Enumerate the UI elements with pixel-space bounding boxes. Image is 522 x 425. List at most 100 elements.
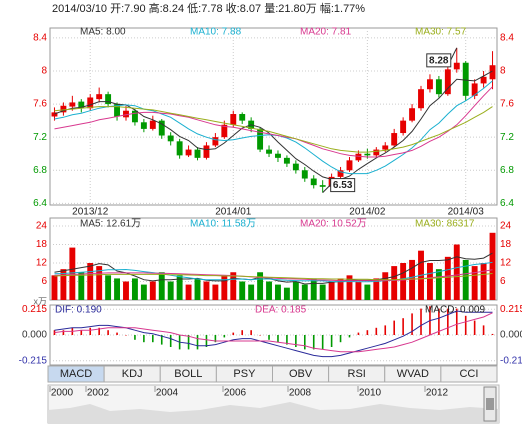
- annotation: 8.28: [429, 55, 449, 66]
- volume-bar: [275, 284, 281, 300]
- x-tick-label: 2014/01: [215, 207, 252, 218]
- macd-bar: [339, 335, 342, 343]
- candle-body: [114, 104, 121, 117]
- y-tick-label: 0.000: [22, 330, 47, 341]
- legend-entry: MA5: 8.00: [80, 27, 126, 38]
- volume-bar: [176, 275, 183, 300]
- annotation-leader: [450, 47, 458, 61]
- volume-bar: [409, 259, 416, 300]
- macd-bar: [473, 320, 476, 335]
- timeline-label: 2006: [224, 388, 247, 399]
- tab-label[interactable]: CCI: [459, 368, 478, 380]
- volume-bar: [239, 281, 246, 300]
- ma-line: [54, 80, 493, 175]
- macd-bar: [259, 335, 261, 336]
- candle-body: [400, 120, 407, 134]
- timeline-label: 2002: [87, 388, 110, 399]
- volume-bar: [319, 284, 326, 300]
- candle-body: [391, 133, 398, 146]
- legend-entry: DEA: 0.185: [255, 305, 307, 316]
- macd-bar: [80, 330, 83, 335]
- candle-body: [444, 69, 451, 95]
- macd-bar: [366, 330, 369, 335]
- tab-label[interactable]: RSI: [348, 368, 366, 380]
- y-tick-label-right: 7.6: [500, 99, 514, 110]
- candle-body: [373, 149, 380, 156]
- y-tick-label-right: 7.2: [500, 132, 514, 143]
- tab-label[interactable]: BOLL: [174, 368, 202, 380]
- candle-body: [221, 124, 228, 138]
- tab-label[interactable]: PSY: [233, 368, 256, 380]
- candle-body: [239, 114, 246, 121]
- macd-bar: [98, 327, 100, 335]
- x-tick-label: 2013/12: [72, 207, 109, 218]
- volume-bar: [328, 281, 335, 300]
- legend-entry: MA10: 11.58万: [190, 219, 256, 230]
- candle-body: [275, 153, 281, 158]
- y-tick-label: 6.4: [33, 198, 47, 209]
- volume-bar: [257, 272, 264, 300]
- volume-bar: [114, 278, 121, 300]
- volume-bar: [391, 266, 398, 300]
- candle-body: [301, 170, 308, 179]
- candle-body: [355, 153, 362, 161]
- y-tick-label-right: 8.4: [500, 33, 514, 44]
- tab-label[interactable]: OBV: [289, 368, 313, 380]
- macd-bar: [214, 335, 217, 343]
- header: 2014/03/10 开:7.90 高:8.24 低:7.78 收:8.07 量…: [52, 1, 365, 15]
- tab-label[interactable]: KDJ: [122, 368, 143, 380]
- volume-bar: [51, 275, 58, 300]
- candle-body: [418, 89, 424, 109]
- volume-bar: [426, 263, 433, 300]
- volume-bar: [123, 281, 129, 300]
- y-tick-label: 0.215: [22, 304, 47, 315]
- y-tick-label: 8: [41, 66, 47, 77]
- macd-bar: [384, 325, 387, 335]
- y-tick-label: 8.4: [33, 33, 47, 44]
- macd-bar: [420, 308, 422, 335]
- volume-bar: [230, 272, 237, 300]
- volume-bar: [140, 284, 147, 300]
- volume-bar: [212, 284, 219, 300]
- candle-body: [105, 94, 112, 105]
- tab-label[interactable]: MACD: [60, 368, 92, 380]
- ma-line: [54, 312, 493, 353]
- candle-body: [194, 149, 201, 158]
- timeline-label: 2010: [359, 388, 382, 399]
- y-tick-label: 7.6: [33, 99, 47, 110]
- macd-bar: [134, 335, 136, 340]
- unit-label: x万: [33, 296, 47, 306]
- legend-entry: MA5: 12.61万: [80, 219, 141, 230]
- candle-body: [257, 128, 264, 150]
- volume-bar: [60, 269, 67, 300]
- macd-bar: [125, 335, 127, 336]
- volume-bar: [96, 266, 103, 300]
- macd-bar: [402, 318, 404, 335]
- macd-bar: [152, 335, 154, 343]
- timeline-label: 2008: [289, 388, 312, 399]
- candle-body: [283, 157, 290, 164]
- candle-body: [96, 94, 103, 100]
- tab-label[interactable]: WVAD: [397, 368, 429, 380]
- macd-bar: [268, 335, 270, 340]
- ma-line: [54, 261, 493, 283]
- candle-body: [409, 108, 416, 121]
- volume-bar: [301, 284, 308, 300]
- candle-body: [131, 110, 138, 123]
- macd-bar: [169, 335, 172, 347]
- y-tick-label: -0.215: [19, 355, 48, 366]
- macd-bar: [232, 332, 235, 335]
- macd-bar: [196, 335, 199, 350]
- tab[interactable]: [440, 365, 498, 383]
- slider-grip[interactable]: [486, 398, 494, 410]
- volume-bar: [453, 244, 460, 300]
- candle-body: [346, 160, 353, 171]
- volume-bar: [203, 281, 210, 300]
- y-tick-label-right: -0.215: [500, 355, 522, 366]
- volume-bar: [167, 281, 174, 300]
- annotation: 6.53: [333, 180, 353, 191]
- ma-line: [54, 273, 493, 281]
- volume-frame: [49, 217, 498, 301]
- candle-body: [51, 112, 58, 117]
- volume-bar: [69, 247, 76, 300]
